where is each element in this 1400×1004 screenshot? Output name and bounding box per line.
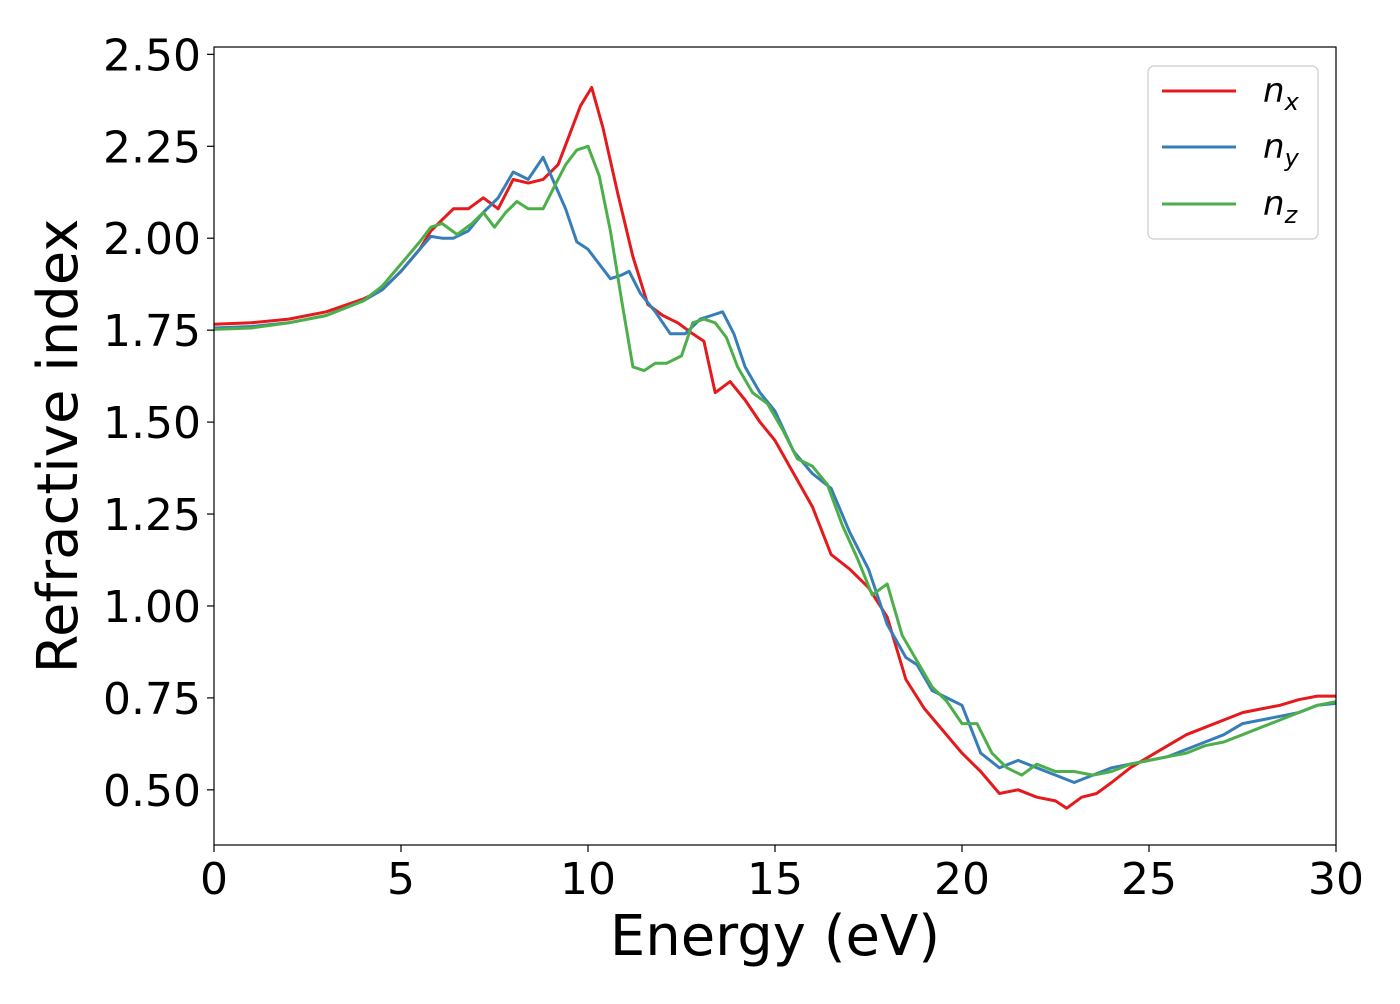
x-tick-label: 5 xyxy=(387,854,415,905)
ticks-layer: 0 5 10 15 20 25 30 0.50 0.75 1.00 1.25 1.50 1.75 2.00… xyxy=(103,30,1364,905)
x-tick-label: 10 xyxy=(560,854,616,905)
series-layer xyxy=(214,86,1336,810)
y-tick-label: 0.50 xyxy=(103,766,201,817)
y-tick-label: 1.25 xyxy=(103,490,201,541)
legend-label-y: ny xyxy=(1263,127,1300,172)
series-line-y xyxy=(214,155,1336,784)
y-tick-label: 2.00 xyxy=(103,214,201,265)
x-axis-title: Energy (eV) xyxy=(610,904,940,969)
y-tick-label: 0.75 xyxy=(103,674,201,725)
legend-frame xyxy=(1147,65,1319,240)
y-tick-label: 1.50 xyxy=(103,398,201,449)
y-tick-label: 2.25 xyxy=(103,122,201,173)
y-tick-label: 2.50 xyxy=(103,30,201,81)
x-tick-label: 20 xyxy=(934,854,990,905)
x-tick-label: 30 xyxy=(1308,854,1364,905)
x-tick-label: 0 xyxy=(200,854,228,905)
y-tick-label: 1.75 xyxy=(103,306,201,357)
x-tick-label: 15 xyxy=(747,854,803,905)
y-axis-title: Refractive index xyxy=(26,219,91,674)
y-tick-label: 1.00 xyxy=(103,582,201,633)
x-tick-label: 25 xyxy=(1121,854,1177,905)
series-line-z xyxy=(214,144,1336,777)
